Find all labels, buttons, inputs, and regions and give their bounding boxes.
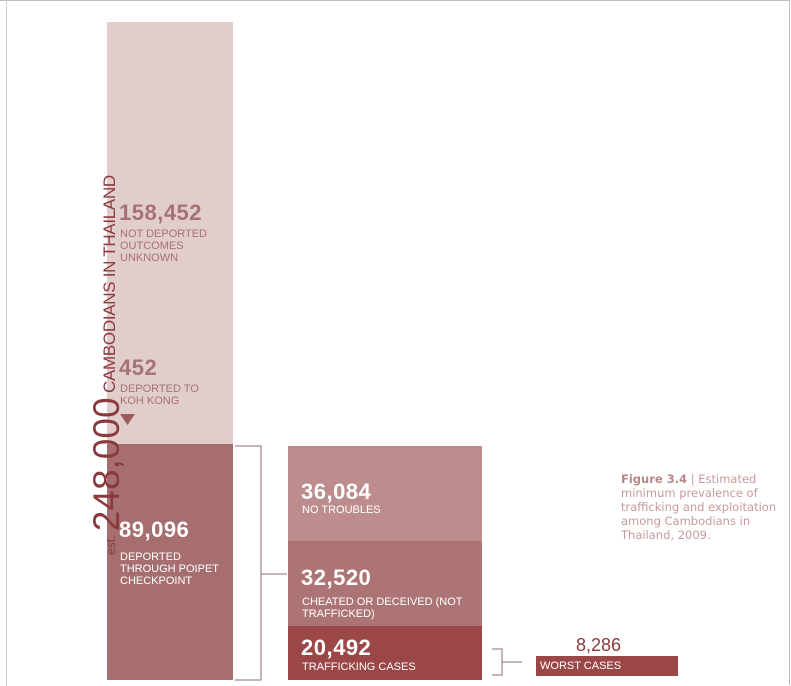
cheated-value: 32,520 (301, 565, 372, 590)
poipet-value: 89,096 (119, 517, 190, 542)
down-triangle-icon (120, 414, 135, 425)
worst-cases-bracket (492, 648, 522, 676)
worst-cases-label: WORST CASES (540, 660, 622, 672)
figure-caption: Figure 3.4 | Estimated minimum prevalenc… (621, 472, 791, 542)
chart-frame-left-edge (6, 0, 7, 686)
koh-kong-value: 452 (119, 355, 158, 380)
caption-figure-number: Figure 3.4 (621, 472, 688, 486)
est-prefix: est. (104, 535, 118, 555)
poipet-label: DEPORTED THROUGH POIPET CHECKPOINT (120, 551, 219, 587)
no-troubles-label: NO TROUBLES (302, 504, 381, 516)
total-value: 248,000 (86, 397, 127, 532)
trafficking-block (288, 626, 482, 680)
not-deported-label: NOT DEPORTED OUTCOMES UNKNOWN (120, 228, 207, 264)
cheated-label: CHEATED OR DECEIVED (NOT TRAFFICKED) (302, 596, 463, 620)
total-label: CAMBODIANS IN THAILAND (100, 175, 119, 393)
caption-separator: | (690, 472, 695, 486)
worst-cases-value: 8,286 (576, 635, 622, 655)
caption-text: Estimated minimum prevalence of traffick… (621, 472, 777, 542)
koh-kong-label: DEPORTED TO KOH KONG (120, 383, 199, 407)
total-label-group: est. 248,000 CAMBODIANS IN THAILAND (86, 175, 128, 555)
deported-poipet-block (107, 443, 233, 680)
no-troubles-value: 36,084 (301, 479, 372, 504)
not-deported-block (107, 22, 233, 444)
no-troubles-block (288, 446, 482, 541)
worst-cases-block (536, 656, 678, 676)
not-deported-value: 158,452 (119, 200, 203, 225)
trafficking-label: TRAFFICKING CASES (302, 661, 416, 673)
cheated-block (288, 540, 482, 627)
trafficking-value: 20,492 (301, 635, 372, 660)
poipet-bracket (235, 445, 287, 681)
